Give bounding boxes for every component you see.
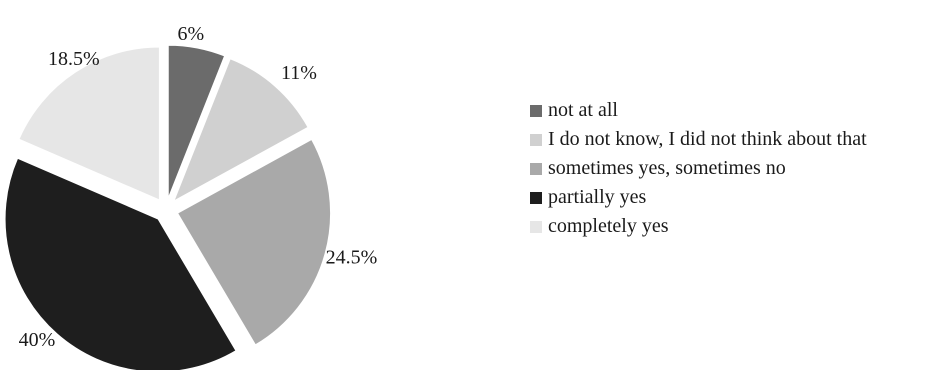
legend-label: partially yes (548, 186, 647, 208)
legend-swatch-partially-yes (530, 191, 542, 204)
pie-slice-partially-yes (4, 157, 237, 370)
legend-label: I do not know, I did not think about tha… (548, 128, 867, 150)
legend-swatch-completely-yes (530, 220, 542, 233)
pie-slice-do-not-know (172, 58, 309, 203)
pie-slice-sometimes (176, 138, 331, 346)
slice-value-label: 6% (178, 23, 205, 45)
legend-label: completely yes (548, 215, 669, 237)
legend-swatch-not-at-all (530, 104, 542, 117)
legend-item: completely yes (530, 212, 867, 241)
pie-slice-completely-yes (18, 46, 160, 201)
legend-item: partially yes (530, 183, 867, 212)
legend-swatch-do-not-know (530, 133, 542, 146)
legend-label: sometimes yes, sometimes no (548, 157, 786, 179)
legend-item: not at all (530, 96, 867, 125)
legend-label: not at all (548, 99, 618, 121)
slice-value-label: 40% (19, 329, 56, 351)
slice-value-label: 24.5% (326, 247, 378, 269)
pie-slice-not-at-all (167, 44, 226, 199)
slice-value-label: 11% (281, 62, 317, 84)
legend-swatch-sometimes (530, 162, 542, 175)
legend-item: sometimes yes, sometimes no (530, 154, 867, 183)
slice-value-label: 18.5% (48, 48, 100, 70)
legend-item: I do not know, I did not think about tha… (530, 125, 867, 154)
chart-legend: not at all I do not know, I did not thin… (530, 96, 867, 241)
